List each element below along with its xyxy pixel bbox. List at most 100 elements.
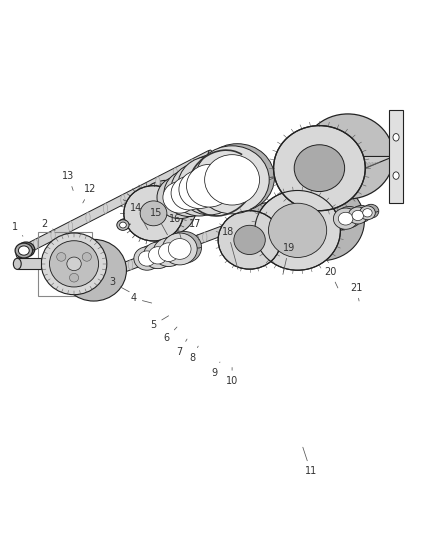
Polygon shape [153, 251, 189, 252]
Ellipse shape [363, 208, 372, 217]
Text: 21: 21 [350, 283, 363, 301]
Ellipse shape [148, 240, 177, 267]
Ellipse shape [208, 150, 212, 160]
Ellipse shape [203, 232, 207, 242]
Ellipse shape [168, 239, 191, 260]
Ellipse shape [176, 161, 233, 214]
Ellipse shape [17, 242, 35, 257]
Ellipse shape [138, 251, 155, 266]
Ellipse shape [61, 239, 127, 301]
Polygon shape [41, 264, 127, 270]
Polygon shape [348, 214, 371, 215]
Polygon shape [164, 191, 220, 193]
Ellipse shape [348, 207, 367, 224]
Text: 20: 20 [324, 267, 338, 288]
Text: 15: 15 [149, 208, 167, 235]
Ellipse shape [221, 225, 226, 235]
Text: 17: 17 [189, 219, 201, 240]
Ellipse shape [144, 242, 172, 269]
Polygon shape [178, 183, 246, 185]
Text: 6: 6 [163, 327, 177, 343]
Ellipse shape [117, 220, 129, 230]
Ellipse shape [337, 206, 361, 228]
Polygon shape [389, 110, 403, 203]
Ellipse shape [67, 257, 81, 271]
Ellipse shape [360, 206, 375, 220]
Ellipse shape [393, 172, 399, 179]
Ellipse shape [13, 259, 21, 269]
Text: 8: 8 [190, 346, 198, 363]
Ellipse shape [16, 248, 20, 258]
Ellipse shape [255, 190, 340, 270]
Text: 12: 12 [83, 184, 96, 203]
Ellipse shape [140, 201, 167, 226]
Ellipse shape [178, 157, 241, 215]
Ellipse shape [184, 239, 188, 249]
Polygon shape [15, 249, 35, 251]
Ellipse shape [121, 195, 125, 204]
Ellipse shape [205, 155, 260, 205]
Polygon shape [274, 157, 394, 168]
Ellipse shape [86, 213, 90, 222]
Ellipse shape [128, 260, 133, 270]
Ellipse shape [120, 222, 126, 228]
Text: 4: 4 [131, 293, 152, 303]
Ellipse shape [147, 253, 151, 263]
Ellipse shape [18, 246, 29, 255]
Ellipse shape [195, 146, 269, 214]
Text: 9: 9 [212, 362, 220, 378]
Ellipse shape [179, 170, 220, 208]
Ellipse shape [279, 181, 364, 261]
Polygon shape [195, 177, 275, 180]
Polygon shape [111, 226, 225, 277]
Ellipse shape [171, 163, 228, 216]
Ellipse shape [51, 231, 55, 240]
Ellipse shape [333, 208, 358, 229]
Ellipse shape [134, 247, 160, 270]
Ellipse shape [393, 134, 399, 141]
Polygon shape [360, 211, 379, 213]
Ellipse shape [163, 182, 197, 213]
Polygon shape [144, 254, 177, 255]
Ellipse shape [153, 238, 184, 266]
Ellipse shape [171, 176, 208, 210]
Text: 1: 1 [11, 222, 23, 236]
Text: 18: 18 [222, 227, 238, 269]
Ellipse shape [363, 204, 379, 218]
Ellipse shape [103, 204, 108, 213]
Ellipse shape [268, 203, 327, 257]
Ellipse shape [159, 243, 179, 262]
Ellipse shape [187, 164, 232, 207]
Text: 13: 13 [62, 171, 74, 190]
Ellipse shape [157, 176, 202, 219]
Polygon shape [17, 259, 41, 269]
Ellipse shape [294, 145, 345, 191]
Ellipse shape [33, 239, 38, 249]
Ellipse shape [124, 185, 183, 241]
Ellipse shape [138, 245, 164, 269]
Ellipse shape [138, 186, 143, 196]
Polygon shape [162, 247, 201, 249]
Ellipse shape [137, 180, 196, 236]
Ellipse shape [157, 236, 189, 265]
Ellipse shape [173, 168, 177, 177]
Polygon shape [117, 224, 131, 225]
Ellipse shape [169, 167, 220, 214]
Ellipse shape [148, 247, 167, 264]
Ellipse shape [57, 253, 66, 261]
Polygon shape [255, 221, 364, 230]
Text: 10: 10 [226, 368, 238, 386]
Ellipse shape [68, 222, 73, 231]
Text: 5: 5 [150, 316, 169, 330]
Ellipse shape [191, 159, 195, 168]
Ellipse shape [162, 174, 208, 216]
Ellipse shape [70, 273, 79, 282]
Polygon shape [157, 195, 208, 197]
Text: 3: 3 [109, 278, 129, 292]
Polygon shape [17, 150, 212, 257]
Ellipse shape [162, 233, 197, 265]
Ellipse shape [82, 253, 92, 261]
Text: 2: 2 [41, 219, 55, 230]
Polygon shape [218, 231, 303, 240]
Ellipse shape [183, 155, 246, 213]
